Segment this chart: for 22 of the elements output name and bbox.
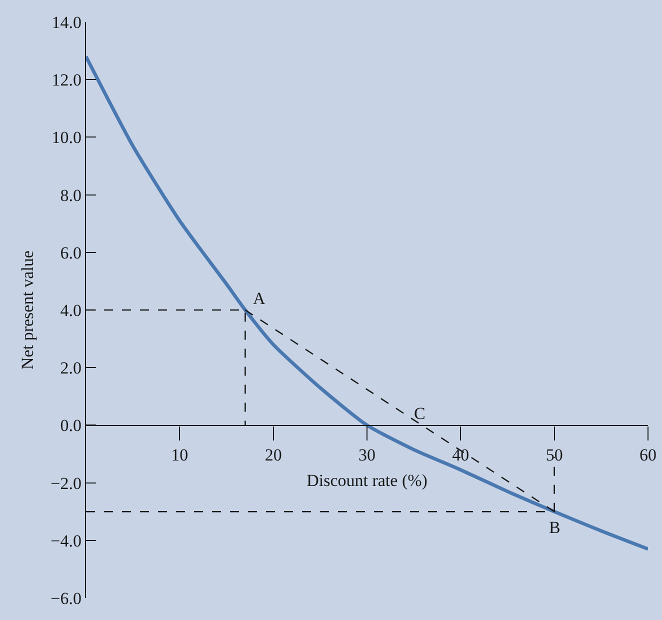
annotation: C xyxy=(414,404,426,423)
y-tick-label: −4.0 xyxy=(50,531,82,550)
x-tick-label: 20 xyxy=(264,446,282,465)
y-tick-label: 10.0 xyxy=(52,128,82,148)
y-tick-label: 6.0 xyxy=(60,243,82,262)
y-tick-label: 12.0 xyxy=(52,70,82,90)
y-tick-label: 4.0 xyxy=(60,300,82,320)
x-axis-title: Discount rate (%) xyxy=(306,471,428,490)
y-tick-label: 8.0 xyxy=(60,186,82,205)
x-tick-label: 60 xyxy=(640,446,656,465)
x-tick-label: 50 xyxy=(546,446,563,465)
y-tick-label: 2.0 xyxy=(60,358,82,378)
y-tick-label: 14.0 xyxy=(52,12,82,32)
annotation: A xyxy=(253,289,266,308)
y-tick-label: −2.0 xyxy=(50,474,82,493)
y-axis-title: Net present value xyxy=(18,250,38,370)
x-tick-label: 30 xyxy=(358,446,376,465)
annotation: B xyxy=(549,518,560,537)
x-tick-label: 10 xyxy=(171,446,188,465)
y-tick-label: −6.0 xyxy=(50,588,82,608)
x-tick-label: 40 xyxy=(452,446,470,465)
y-tick-label: 0.0 xyxy=(60,416,82,436)
